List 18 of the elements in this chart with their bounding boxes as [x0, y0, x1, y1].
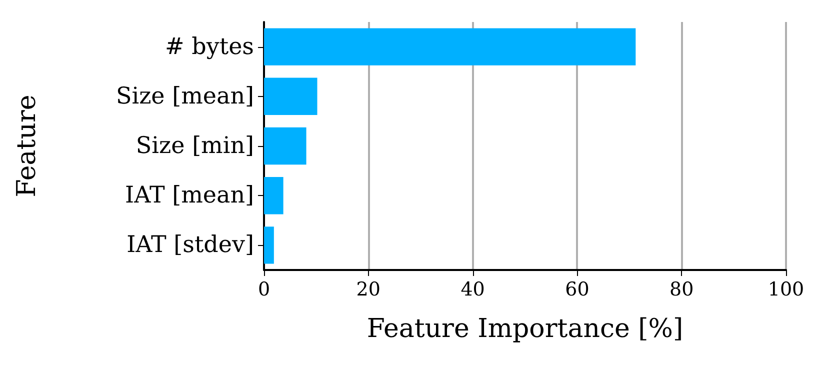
y-axis-title: Feature [12, 94, 42, 198]
y-tick-label: Size [mean] [116, 83, 254, 110]
bar [264, 78, 318, 115]
bar [264, 177, 284, 214]
x-axis-title: Feature Importance [%] [366, 314, 684, 344]
x-tick-label: 40 [460, 278, 485, 300]
y-tick-label: IAT [mean] [125, 182, 254, 209]
x-tick-label: 100 [768, 278, 804, 300]
y-tick-label: # bytes [165, 34, 254, 60]
x-tick-label: 60 [565, 278, 590, 300]
x-tick-label: 80 [670, 278, 694, 300]
x-tick-label: 0 [258, 278, 270, 300]
x-tick-label: 20 [356, 278, 380, 300]
bar [264, 127, 306, 165]
y-tick-label: Size [min] [136, 133, 254, 159]
bar [264, 226, 274, 264]
bar [264, 28, 636, 66]
y-tick-label: IAT [stdev] [126, 232, 254, 258]
